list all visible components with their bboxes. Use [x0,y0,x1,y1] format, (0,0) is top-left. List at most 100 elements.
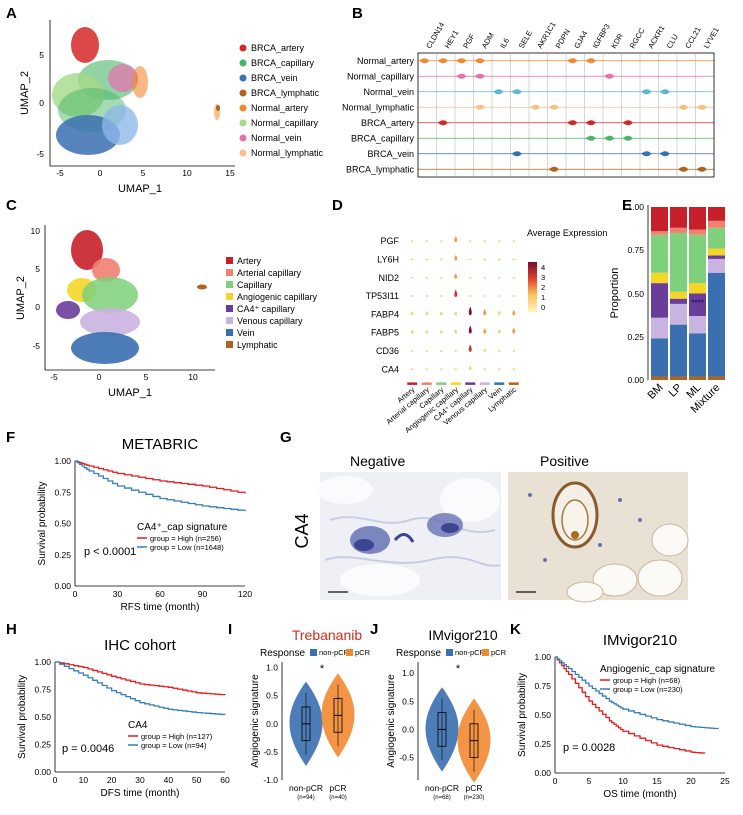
bar-segment [651,272,668,284]
bar-segment [708,376,725,380]
violin-shape [425,258,429,261]
violin-shape [410,276,414,279]
expression-colorbar [528,262,537,312]
bar-segment [670,324,687,377]
violin-shape [659,151,670,157]
legend-title: Angiogenic_cap signature [600,664,716,675]
y-axis-title: Survival probability [517,673,528,757]
cluster-color-bar [421,382,432,385]
violin-shape [456,73,467,79]
violin-shape [419,58,430,64]
count-label: (n=68) [433,795,451,801]
violin-shape [483,295,487,298]
gene-label: CA4 [381,364,399,374]
bar-segment [708,220,725,228]
legend-label: Normal_lymphatic [251,148,324,158]
violin-shape [493,89,504,95]
row-label: Normal_lymphatic [342,102,415,112]
axis-tick: 40 [164,775,174,785]
violin-shape [483,309,487,316]
bar-segment [670,227,687,233]
gene-label: PGF [461,32,477,50]
violin-shape [454,328,458,334]
legend-marker [482,649,489,656]
violin-shape [454,235,458,243]
violin-shape [678,166,689,172]
axis-tick: 5 [144,372,149,382]
violin-shape [641,89,652,95]
violin-shape [497,276,501,279]
violin-shape [410,295,414,298]
violin-shape [410,240,414,243]
gene-label: CCL21 [683,25,702,50]
axis-tick: 20 [107,775,117,785]
axis-tick: 10 [182,168,192,178]
axis-tick: 30 [135,775,145,785]
legend-title: Response [396,648,441,659]
chart-title: METABRIC [122,436,199,453]
row-label: BRCA_vein [367,149,414,159]
violin-shape [454,311,458,316]
violin-shape [468,295,472,298]
axis-tick: -1.0 [263,775,278,785]
panel-label-g: G [280,429,292,446]
bar-segment [689,376,706,380]
axis-tick: 1.0 [266,663,278,673]
axis-tick: 60 [155,589,165,599]
gene-label: LY6H [377,254,399,264]
violin-shape [641,151,652,157]
legend-label: pCR [355,648,371,657]
violin-shape [622,120,633,126]
y-axis-title: UMAP_2 [19,71,31,115]
axis-tick: 0.0 [266,719,278,729]
violin-shape [454,368,458,371]
gene-label: GJA4 [572,29,589,50]
violin-shape [454,273,458,279]
survival-curve [55,661,226,716]
bar-segment [651,376,668,380]
ca4-row-label: CA4 [292,513,312,548]
category-label: pCR [465,783,482,793]
violin-shape [468,276,472,279]
axis-tick: 5 [35,264,40,274]
violin-shape [483,368,487,371]
violin-shape [512,368,516,371]
violin-shape [439,276,443,279]
gene-label: FABP4 [371,309,399,319]
y-axis-title: Survival probability [37,482,48,566]
gene-label: FABP5 [371,328,399,338]
bar-segment [689,283,706,294]
legend-label: Normal_vein [251,133,302,143]
violin-shape [439,258,443,261]
cluster-color-bar [436,382,447,385]
violin-shape [483,276,487,279]
bar-segment [670,298,687,304]
violin-shape [497,258,501,261]
km-plot-k: IMvigor210 0 5 10 15 20 25 1.00 0.75 0.50 0.25 0.00… [517,632,730,800]
panel-c: C -5 0 5 10 10 5 0 -5 UMAP_1 UMAP_2 Arte… [6,197,318,399]
bar-segment [708,258,725,273]
gene-label: HEY1 [443,29,461,50]
stacked-violin-d: PGFLY6HNID2TP53I11FABP4FABP5CD36CA4Arter… [366,235,519,435]
axis-tick: 0.00 [54,581,71,591]
panel-f: F METABRIC 0 30 60 90 120 1.00 0.75 0.50 0.25 0.00… [6,429,252,613]
gene-label: ACKR1 [646,24,666,50]
axis-tick: -0.5 [399,753,414,763]
legend-marker [239,134,247,142]
axis-tick: 10 [31,226,41,236]
bar-segment [651,234,668,273]
axis-tick: 0.50 [34,712,51,722]
y-axis-title: Angiogenic signature [386,674,397,768]
violin-shape [425,329,429,334]
axis-tick: 0.50 [627,289,644,299]
violin-shape [511,151,522,157]
violin-shape [512,349,516,352]
axis-tick: 0.00 [534,768,551,778]
violin-shape [439,329,443,334]
axis-tick: 1.0 [402,668,414,678]
count-label: (n=230) [464,795,485,801]
survival-curve [55,661,226,696]
bar-segment [670,303,687,325]
x-axis-title: UMAP_1 [118,183,162,195]
axis-tick: 0.5 [266,691,278,701]
